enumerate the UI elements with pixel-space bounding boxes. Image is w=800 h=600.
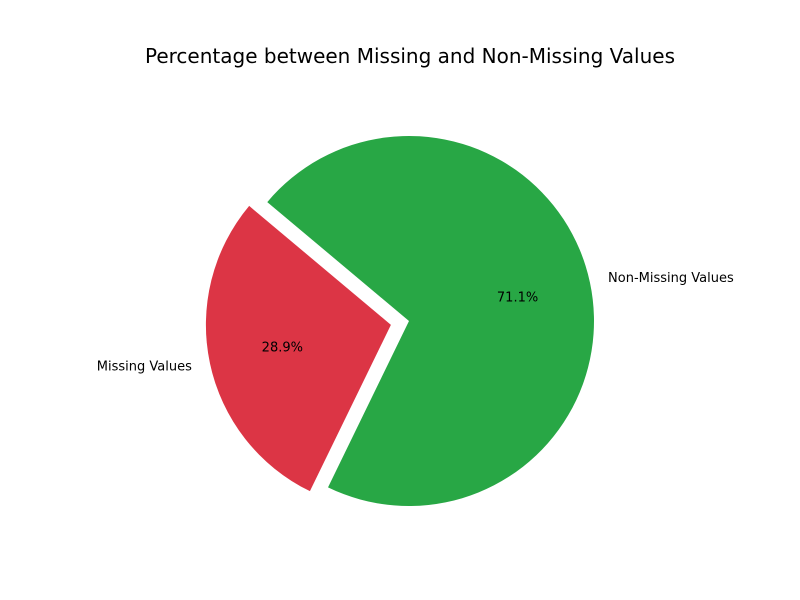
slice-percent-label: 71.1%	[497, 290, 538, 305]
pie-slice-missing-values	[205, 205, 391, 492]
slice-category-label: Non-Missing Values	[608, 271, 734, 286]
chart-title: Percentage between Missing and Non-Missi…	[145, 44, 675, 68]
pie-slice-non-missing-values	[267, 136, 594, 506]
slice-percent-label: 28.9%	[262, 340, 303, 355]
slice-category-label: Missing Values	[97, 360, 192, 375]
